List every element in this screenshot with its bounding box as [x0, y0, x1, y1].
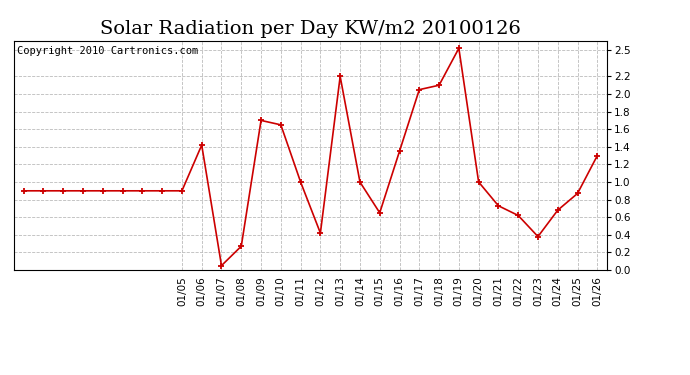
Text: Copyright 2010 Cartronics.com: Copyright 2010 Cartronics.com: [17, 46, 198, 56]
Title: Solar Radiation per Day KW/m2 20100126: Solar Radiation per Day KW/m2 20100126: [100, 20, 521, 38]
